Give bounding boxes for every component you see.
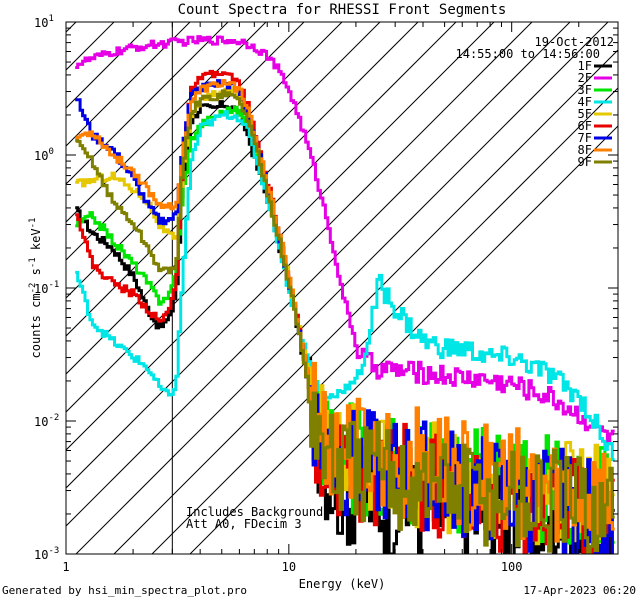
y-tick-label: 100 (34, 147, 54, 163)
background-annotation: Includes Background (186, 505, 323, 519)
legend-label-9f: 9F (578, 155, 592, 169)
legend-label-3f: 3F (578, 83, 592, 97)
axis-ticks: 1 10 100 10-3 10-2 10-1 100 101 (34, 14, 619, 574)
series-line-2f (75, 35, 615, 444)
series-line-4f (75, 110, 615, 462)
legend-label-2f: 2F (578, 71, 592, 85)
x-axis-label: Energy (keV) (299, 577, 386, 591)
y-tick-label: 10-1 (34, 280, 59, 296)
hatch-line (151, 87, 618, 554)
legend-label-5f: 5F (578, 107, 592, 121)
hatch-line (66, 22, 457, 413)
legend-label-7f: 7F (578, 131, 592, 145)
y-tick-label: 10-3 (34, 546, 59, 562)
date-label: 19-Oct-2012 (535, 35, 614, 49)
y-tick-label: 101 (34, 14, 54, 30)
x-tick-label: 100 (501, 560, 523, 574)
hatch-line (66, 22, 229, 185)
hatch-line (189, 125, 618, 554)
x-tick-label: 1 (62, 560, 69, 574)
attenuator-annotation: Att A0, FDecim 3 (186, 517, 302, 531)
hatch-line (66, 22, 305, 261)
hatch-line (113, 49, 618, 554)
legend-label-4f: 4F (578, 95, 592, 109)
y-tick-label: 10-2 (34, 413, 59, 429)
y-axis-label: counts cm-2 s-1 keV-1 (28, 218, 43, 359)
hatch-line (66, 22, 571, 527)
hatch-line (66, 22, 381, 337)
hatch-line (66, 22, 533, 489)
hatch-line (66, 22, 267, 223)
time-range-label: 14:55:00 to 14:56:00 (456, 47, 601, 61)
chart-title: Count Spectra for RHESSI Front Segments (178, 2, 507, 18)
hatched-region (66, 22, 618, 554)
series-lines (75, 35, 615, 554)
legend-label-6f: 6F (578, 119, 592, 133)
x-tick-label: 10 (282, 560, 296, 574)
hatch-line (66, 22, 191, 147)
series-line-9f (75, 89, 615, 554)
footer-timestamp: 17-Apr-2023 06:20 (523, 584, 636, 597)
legend-label-1f: 1F (578, 59, 592, 73)
hatch-line (66, 22, 495, 451)
footer-generated-by: Generated by hsi_min_spectra_plot.pro (2, 584, 247, 597)
legend-label-8f: 8F (578, 143, 592, 157)
